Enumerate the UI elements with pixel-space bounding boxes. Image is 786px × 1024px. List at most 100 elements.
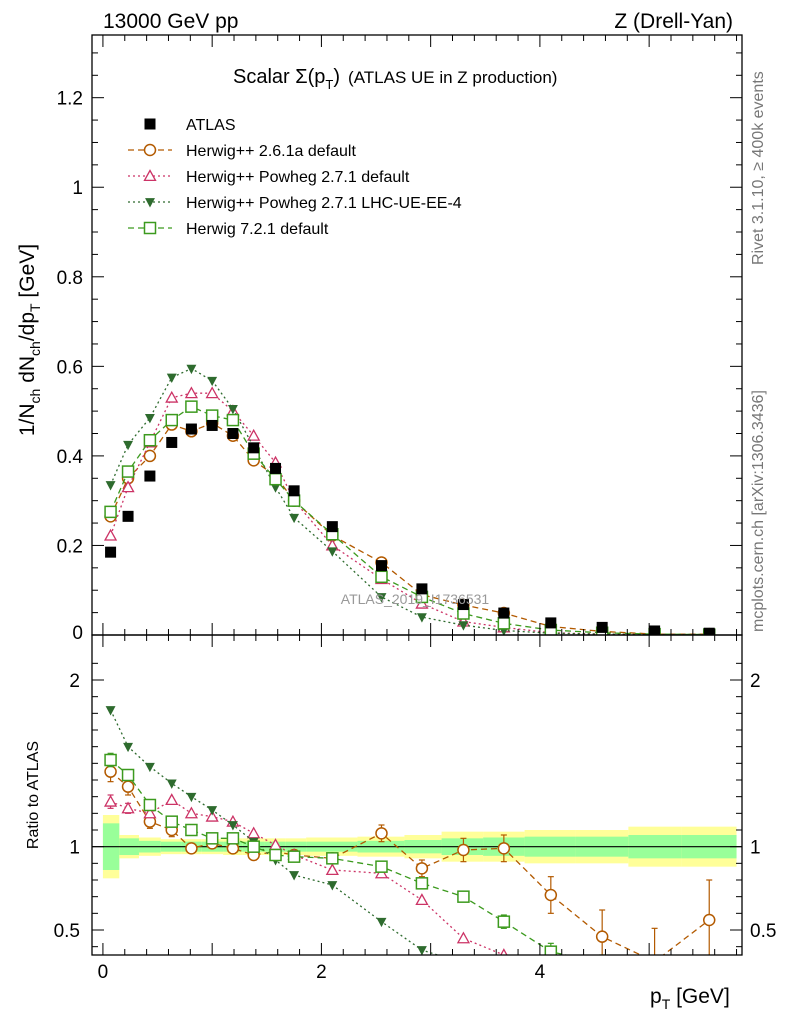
ratio-point — [103, 794, 118, 807]
ratio-point — [144, 762, 155, 773]
data-point — [185, 423, 197, 435]
legend-label: ATLAS — [186, 117, 236, 134]
ratio-point — [544, 888, 558, 902]
ratio-point — [165, 793, 179, 806]
data-point — [457, 599, 469, 611]
data-point — [289, 513, 300, 524]
ratio-point — [287, 850, 301, 863]
mcplots-label: mcplots.cern.ch [arXiv:1306.3436] — [750, 390, 767, 632]
ratio-point — [143, 806, 157, 819]
ratio-point — [104, 765, 117, 778]
ratio-point — [497, 915, 511, 928]
data-point — [166, 373, 177, 384]
data-point — [122, 510, 134, 522]
data-point — [545, 617, 557, 629]
data-point — [227, 405, 238, 415]
data-point — [458, 621, 469, 631]
data-point — [227, 428, 239, 440]
y-tick-label: 0.6 — [57, 357, 83, 378]
data-point — [497, 617, 511, 630]
ratio-point — [415, 893, 429, 906]
y-axis-label-main: 1/Nch dNch/dpT [GeV] — [16, 244, 43, 436]
ratio-point — [121, 768, 135, 782]
title-note: (ATLAS UE in Z production) — [348, 68, 557, 87]
ratio-point — [269, 848, 282, 862]
ratio-point — [185, 823, 198, 837]
data-point — [375, 560, 387, 572]
data-point — [206, 419, 218, 431]
ratio-point — [595, 930, 609, 943]
data-point — [121, 480, 135, 493]
y-tick-label: 0.4 — [57, 447, 84, 468]
legend-label: Herwig++ 2.6.1a default — [186, 143, 356, 160]
title-main: Scalar Σ(p — [233, 66, 325, 88]
ratio-point — [104, 753, 117, 767]
ratio-point — [415, 877, 429, 890]
ratio-point — [326, 852, 339, 865]
ratio-series-layer — [103, 706, 716, 998]
x-tick-label: 0 — [98, 962, 109, 983]
data-point — [123, 440, 134, 451]
data-point — [270, 483, 281, 493]
ratio-point — [166, 779, 177, 789]
chart-title: Scalar Σ(pT) (ATLAS UE in Z production) — [233, 66, 557, 92]
data-point — [649, 625, 661, 635]
ratio-y-tick-label: 1 — [69, 838, 80, 859]
data-point — [375, 570, 388, 584]
data-point — [166, 436, 178, 448]
data-point — [184, 386, 199, 399]
ratio-point — [544, 945, 558, 955]
data-point — [703, 627, 715, 635]
legend-label: Herwig++ Powheg 2.7.1 default — [186, 169, 410, 186]
ratio-point — [123, 742, 134, 753]
data-point — [416, 583, 428, 595]
legend: ATLAS Herwig++ 2.6.1a default Herwig++ Pow… — [128, 117, 462, 238]
title-end: ) — [333, 66, 340, 88]
ratio-point — [207, 806, 218, 816]
y-tick-label: 0.8 — [57, 268, 83, 289]
data-point — [498, 607, 510, 619]
ratio-point — [184, 806, 199, 819]
data-point — [269, 472, 282, 486]
watermark: ATLAS_2019_I1736531 — [341, 591, 490, 607]
header-left: 13000 GeV pp — [103, 10, 238, 33]
ratio-point — [227, 821, 238, 831]
ratio-point — [289, 871, 300, 881]
data-point — [165, 390, 179, 403]
ratio-point — [416, 946, 427, 955]
title-sub: T — [325, 77, 333, 92]
data-point — [105, 481, 116, 491]
data-point — [207, 376, 218, 387]
ratio-point — [375, 827, 388, 840]
ratio-line — [110, 771, 710, 955]
ratio-point — [205, 832, 219, 845]
legend-marker — [144, 118, 156, 130]
ratio-point — [121, 780, 135, 793]
ratio-point — [186, 792, 197, 803]
ratio-point — [597, 989, 607, 998]
ratio-series-clip — [103, 706, 716, 998]
ratio-point — [458, 959, 468, 968]
x-axis-label: pT [GeV] — [650, 985, 730, 1012]
ratio-point — [327, 881, 338, 891]
x-tick-label: 4 — [535, 962, 546, 983]
data-point — [186, 364, 197, 375]
data-point — [104, 505, 117, 519]
ratio-point — [247, 826, 261, 839]
ratio-point — [325, 863, 339, 876]
ratio-point — [376, 917, 387, 928]
ratio-point — [185, 842, 198, 855]
ratio-point — [649, 975, 660, 986]
data-point — [248, 442, 260, 454]
y-tick-label-zero: 0 — [72, 623, 83, 644]
data-point — [144, 413, 155, 424]
legend-marker — [143, 221, 157, 235]
ratio-y-tick-label: 2 — [69, 671, 80, 692]
legend-marker — [145, 198, 155, 208]
ratio-line — [110, 759, 569, 955]
data-point — [103, 528, 118, 541]
rivet-label: Rivet 3.1.10, ≥ 400k events — [750, 71, 767, 265]
ratio-point — [457, 890, 470, 903]
data-point — [416, 613, 427, 623]
ratio-point — [499, 973, 509, 982]
